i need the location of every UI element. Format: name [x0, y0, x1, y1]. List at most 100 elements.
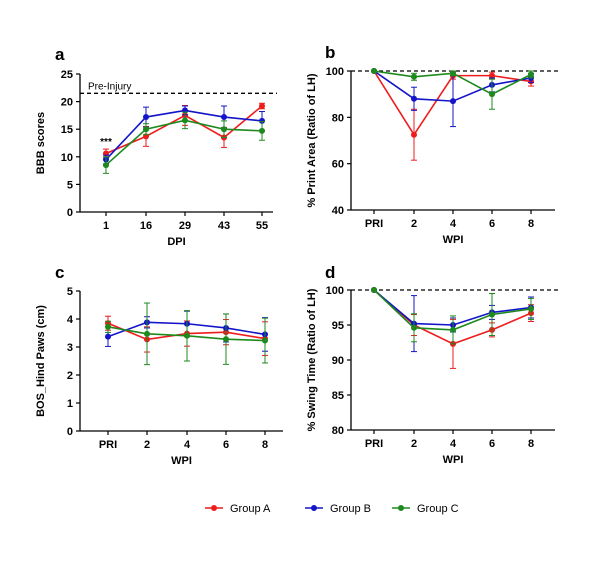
- panel-b: b 40 60 80 100 PRI 2 4 6 8 WPI % Print Area (Ratio …: [306, 43, 559, 246]
- y-tick-label: 5: [67, 179, 73, 191]
- series-group-b: [371, 68, 534, 128]
- data-point: [259, 127, 265, 134]
- data-point: [103, 162, 109, 169]
- x-axis-label: WPI: [171, 455, 192, 467]
- x-tick-label: 8: [528, 218, 534, 230]
- y-tick-label: 100: [326, 66, 344, 78]
- panel-d: d 80 85 90 95 100 PRI 2 4 6 8 WPI % Swing Time (Rati…: [306, 263, 559, 466]
- data-point: [105, 333, 111, 340]
- y-axis-label: % Swing Time (Ratio of LH): [306, 288, 318, 431]
- series-group-c: [105, 302, 268, 366]
- x-tick-label: 2: [411, 218, 417, 230]
- panel-letter: d: [325, 263, 335, 282]
- y-tick-label: 5: [67, 286, 73, 298]
- panel-letter: c: [55, 263, 64, 282]
- legend-marker: [211, 505, 217, 511]
- y-axis-label: BBB scores: [35, 112, 47, 174]
- x-tick-label: 16: [140, 220, 152, 232]
- y-tick-label: 2: [67, 370, 73, 382]
- legend: Group A Group B Group C: [205, 503, 459, 515]
- y-tick-label: 80: [332, 112, 344, 124]
- x-tick-label: 2: [144, 439, 150, 451]
- y-tick-label: 100: [326, 285, 344, 297]
- data-point: [411, 73, 417, 80]
- data-point: [221, 114, 227, 121]
- data-point: [450, 326, 456, 333]
- series-group-b: [103, 105, 265, 165]
- series-group-c: [371, 287, 534, 345]
- y-tick-label: 90: [332, 355, 344, 367]
- x-tick-label: 8: [528, 438, 534, 450]
- panel-letter: a: [55, 45, 65, 64]
- x-tick-label: PRI: [99, 439, 117, 451]
- y-tick-label: 10: [61, 152, 73, 164]
- x-tick-label: 6: [489, 438, 495, 450]
- data-point: [411, 324, 417, 331]
- x-tick-label: PRI: [365, 218, 383, 230]
- data-point: [143, 114, 149, 121]
- data-point: [528, 71, 534, 78]
- legend-item-group-a: Group A: [205, 503, 271, 515]
- x-axis-label: WPI: [443, 234, 464, 246]
- y-tick-label: 0: [67, 207, 73, 219]
- significance-annotation: ***: [100, 137, 112, 148]
- data-point: [450, 98, 456, 105]
- data-point: [371, 287, 377, 293]
- x-tick-label: 6: [223, 439, 229, 451]
- x-tick-label: 55: [256, 220, 268, 232]
- y-tick-label: 60: [332, 159, 344, 171]
- y-tick-label: 85: [332, 390, 344, 402]
- data-point: [143, 126, 149, 133]
- legend-item-group-c: Group C: [392, 503, 459, 515]
- panel-a: a 0 5 10 15 20 25 1 16 29 43 55 DPI BBB scores Pre-Inj…: [35, 45, 277, 248]
- data-point: [223, 336, 229, 343]
- x-tick-label: 4: [450, 438, 457, 450]
- legend-marker: [311, 505, 317, 511]
- y-tick-label: 4: [67, 314, 74, 326]
- data-point: [262, 337, 268, 344]
- x-axis-label: DPI: [167, 236, 185, 248]
- data-point: [184, 332, 190, 339]
- data-point: [489, 311, 495, 318]
- legend-label: Group C: [417, 503, 459, 515]
- y-tick-label: 95: [332, 320, 344, 332]
- y-axis-label: % Print Area (Ratio of LH): [306, 73, 318, 207]
- data-point: [411, 95, 417, 102]
- data-point: [182, 117, 188, 124]
- y-tick-label: 3: [67, 342, 73, 354]
- y-tick-label: 80: [332, 425, 344, 437]
- data-point: [411, 131, 417, 138]
- y-tick-label: 20: [61, 97, 73, 109]
- legend-marker: [398, 505, 404, 511]
- series-group-c: [103, 111, 265, 174]
- data-point: [144, 330, 150, 337]
- data-point: [450, 70, 456, 77]
- data-point: [528, 305, 534, 312]
- series-group-c: [371, 68, 534, 110]
- data-point: [221, 126, 227, 133]
- y-axis-label: BOS_Hind Paws (cm): [35, 305, 47, 417]
- x-tick-label: 1: [103, 220, 109, 232]
- x-tick-label: 43: [218, 220, 230, 232]
- x-axis-label: WPI: [443, 454, 464, 466]
- x-tick-label: PRI: [365, 438, 383, 450]
- y-tick-label: 25: [61, 69, 73, 81]
- x-tick-label: 2: [411, 438, 417, 450]
- x-tick-label: 4: [184, 439, 191, 451]
- x-tick-label: 8: [262, 439, 268, 451]
- y-tick-label: 1: [67, 398, 73, 410]
- data-point: [371, 68, 377, 74]
- x-tick-label: 6: [489, 218, 495, 230]
- data-point: [489, 72, 495, 79]
- legend-label: Group A: [230, 503, 271, 515]
- panel-c: c 0 1 2 3 4 5 PRI 2 4 6 8 WPI BOS_Hind Paws (cm): [35, 263, 283, 467]
- reference-label: Pre-Injury: [88, 81, 131, 92]
- legend-label: Group B: [330, 503, 371, 515]
- y-tick-label: 15: [61, 124, 73, 136]
- data-point: [259, 103, 265, 110]
- data-point: [105, 323, 111, 330]
- x-tick-label: 29: [179, 220, 191, 232]
- data-point: [259, 117, 265, 124]
